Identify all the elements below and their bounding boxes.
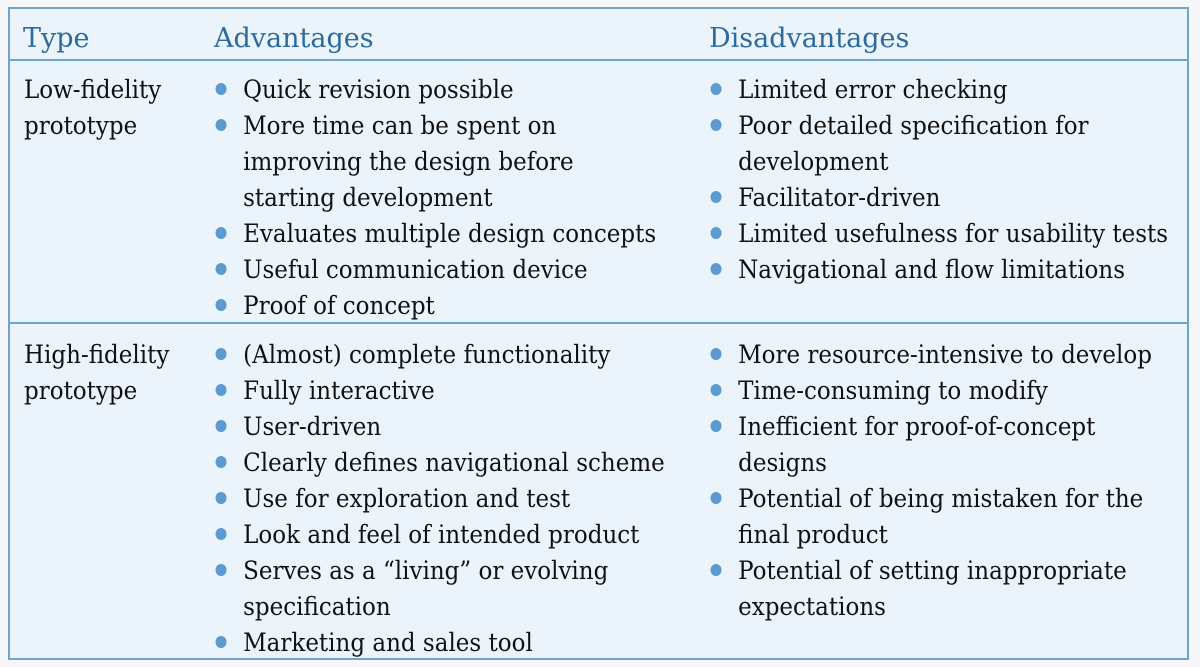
advantage-item: Quick revision possible	[210, 72, 670, 108]
high-fidelity-advantages-list: (Almost) complete functionality Fully int…	[210, 337, 670, 661]
disadvantage-item: Facilitator-driven	[705, 180, 1182, 216]
disadvantage-item: Navigational and flow limitations	[705, 252, 1182, 288]
advantage-item: User-driven	[210, 409, 670, 445]
advantage-item: Useful communication device	[210, 252, 670, 288]
high-fidelity-disadvantages-list: More resource-intensive to develop Time-c…	[705, 337, 1182, 625]
row-type-low-fidelity: Low-fidelity prototype	[24, 75, 162, 140]
advantage-item: Marketing and sales tool	[210, 625, 670, 661]
row-divider	[10, 322, 1187, 324]
advantage-item: Use for exploration and test	[210, 481, 670, 517]
row-type-high-fidelity: High-fidelity prototype	[24, 340, 170, 405]
advantage-item: Fully interactive	[210, 373, 670, 409]
advantage-item: Look and feel of intended product	[210, 517, 670, 553]
disadvantage-item: Poor detailed specification for developm…	[705, 108, 1182, 180]
advantage-item: More time can be spent on improving the …	[210, 108, 670, 216]
disadvantage-item: Limited error checking	[705, 72, 1182, 108]
header-type: Type	[23, 23, 90, 54]
advantage-item: Clearly defines navigational scheme	[210, 445, 670, 481]
disadvantage-item: Limited usefulness for usability tests	[705, 216, 1182, 252]
disadvantage-item: Time-consuming to modify	[705, 373, 1182, 409]
disadvantage-item: Potential of setting inappropriate expec…	[705, 553, 1182, 625]
advantage-item: Serves as a “living” or evolving specifi…	[210, 553, 670, 625]
disadvantage-item: Inefficient for proof-of-concept designs	[705, 409, 1182, 481]
header-disadvantages: Disadvantages	[709, 23, 910, 54]
disadvantage-item: More resource-intensive to develop	[705, 337, 1182, 373]
advantage-item: Proof of concept	[210, 288, 670, 324]
low-fidelity-advantages-list: Quick revision possible More time can be …	[210, 72, 670, 324]
advantage-item: (Almost) complete functionality	[210, 337, 670, 373]
advantage-item: Evaluates multiple design concepts	[210, 216, 670, 252]
header-divider	[10, 59, 1187, 61]
disadvantage-item: Potential of being mistaken for the fina…	[705, 481, 1182, 553]
header-advantages: Advantages	[214, 23, 374, 54]
comparison-table: Type Advantages Disadvantages Low-fideli…	[8, 7, 1189, 660]
low-fidelity-disadvantages-list: Limited error checking Poor detailed spec…	[705, 72, 1182, 288]
